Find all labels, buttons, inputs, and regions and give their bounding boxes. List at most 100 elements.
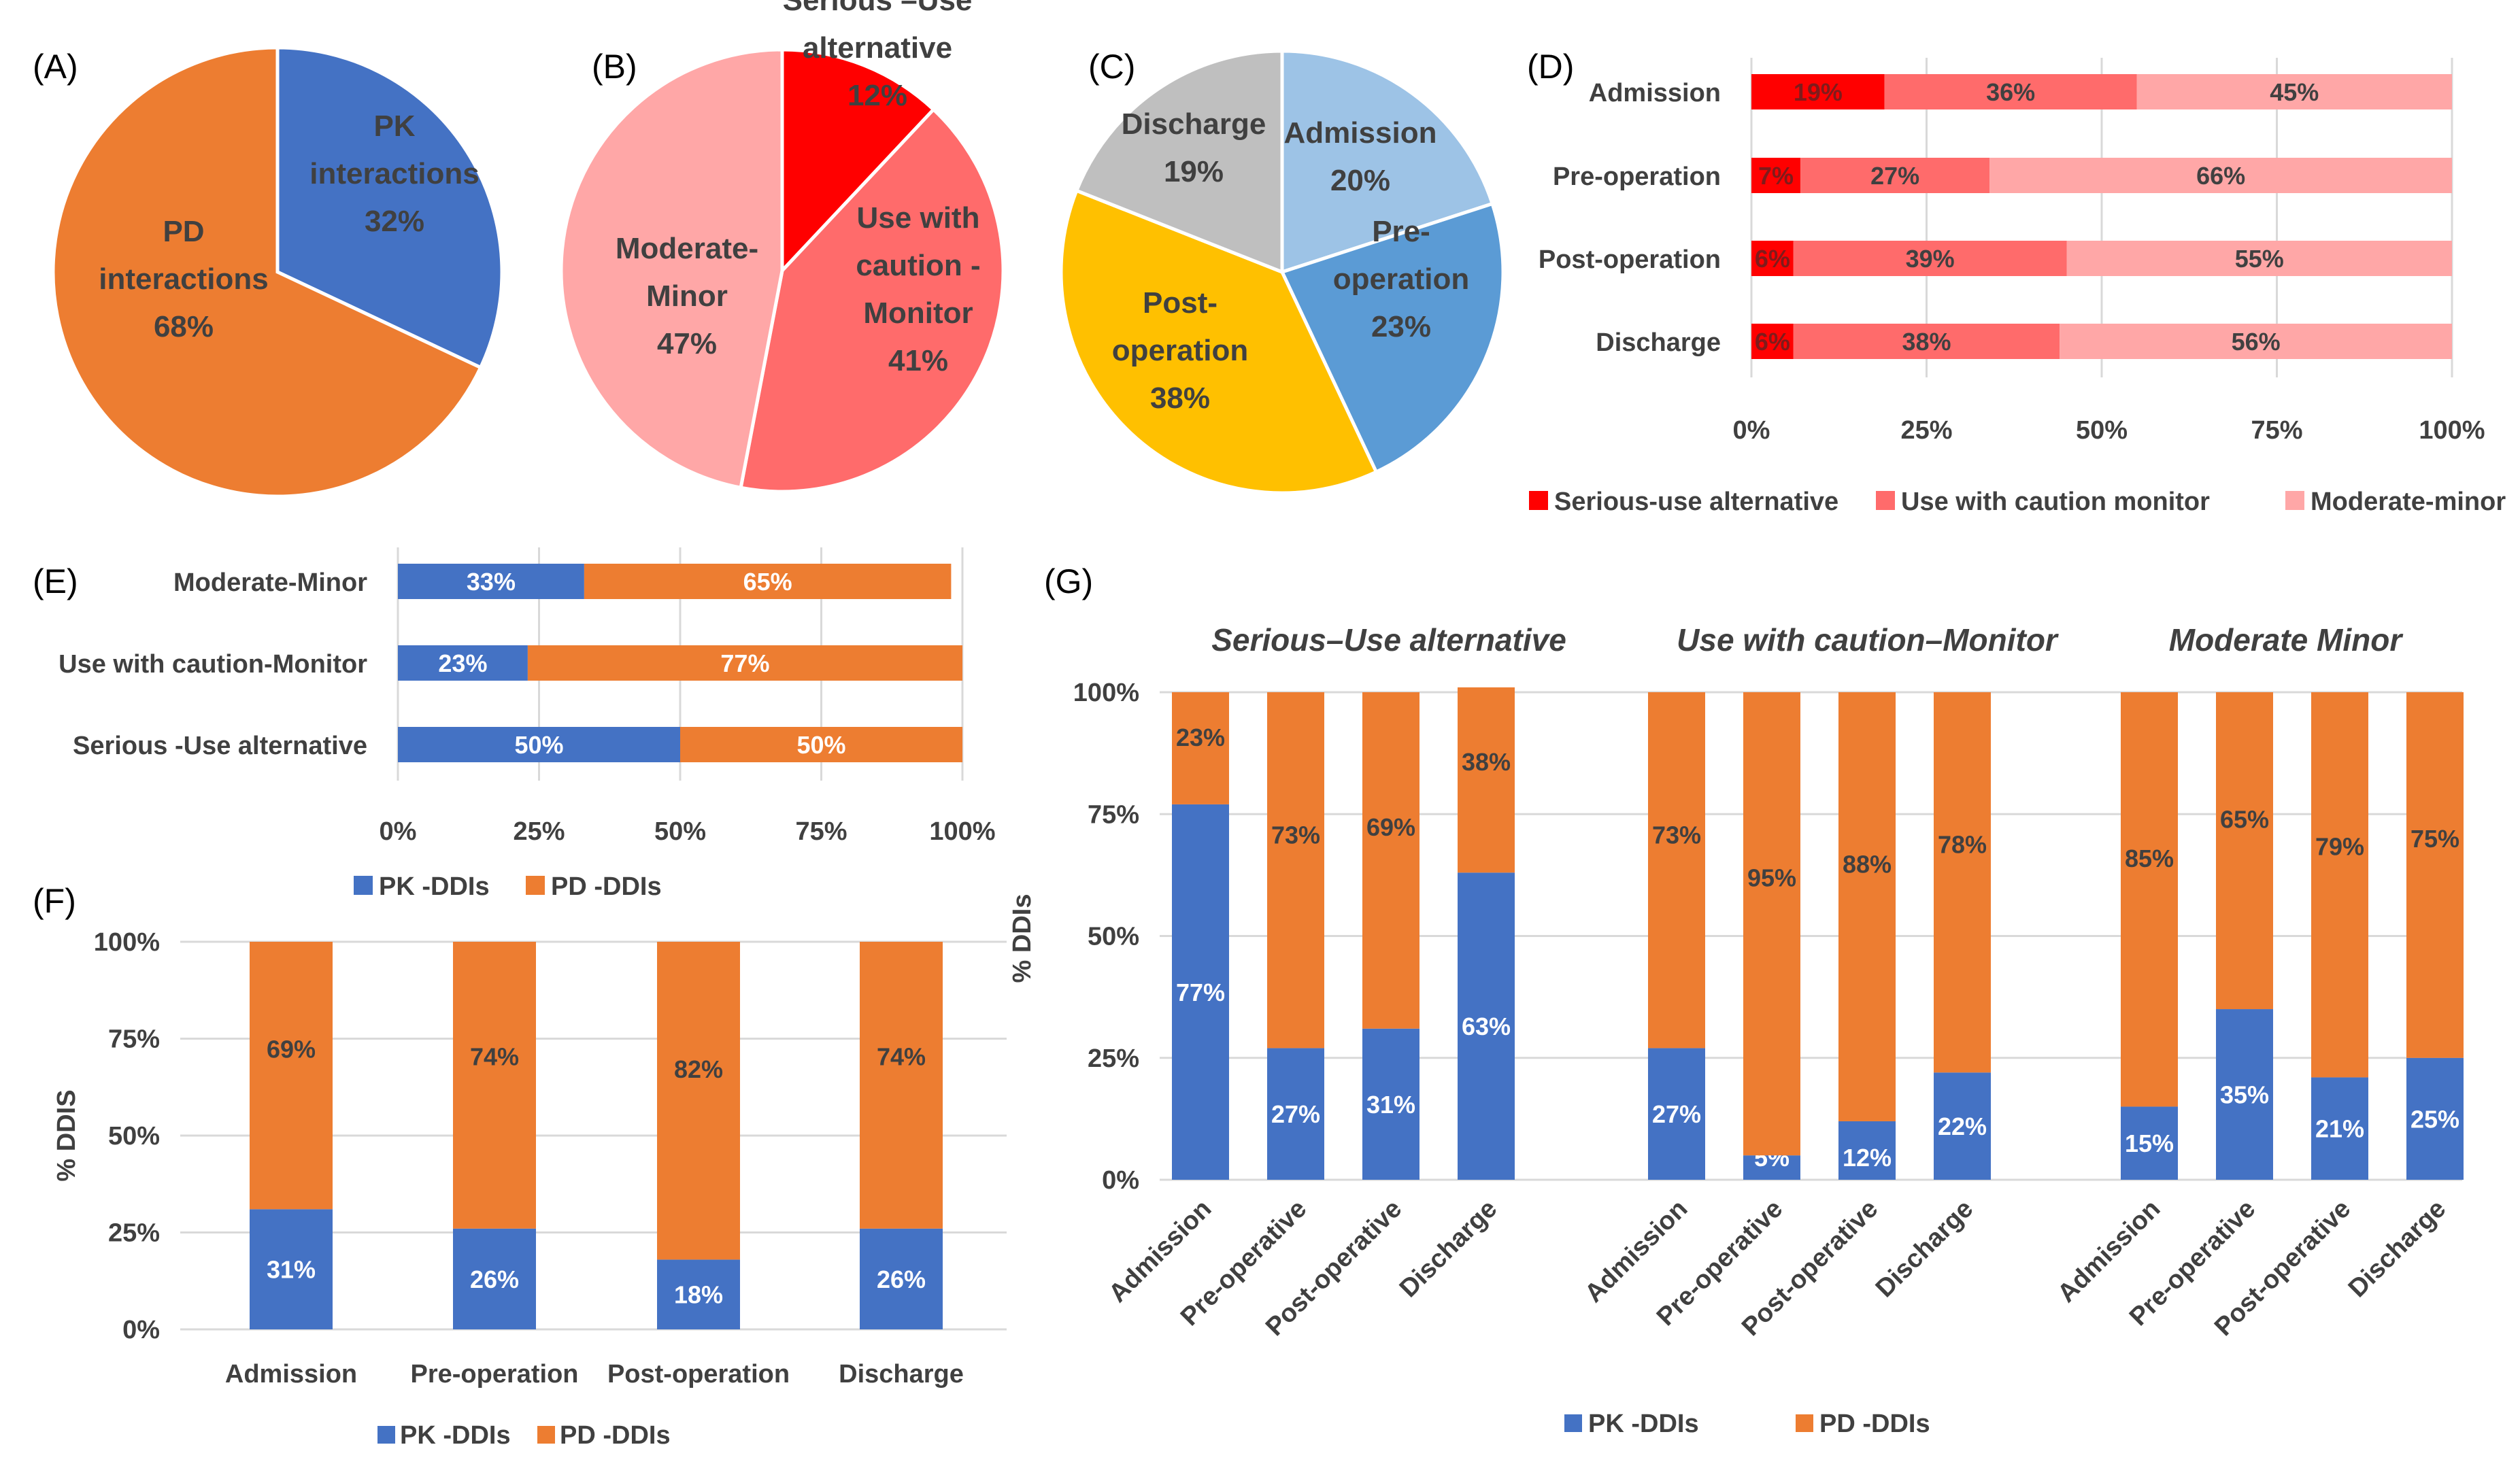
y-axis-label: % DDIs <box>1008 894 1037 983</box>
x-tick-label: 100% <box>2419 416 2485 445</box>
bar-segment <box>584 564 952 599</box>
pie-slice-label: interactions <box>309 157 479 190</box>
bar-segment <box>860 1228 943 1329</box>
bar-segment <box>1751 158 1801 193</box>
data-label: 35% <box>2220 1081 2269 1109</box>
bar-segment <box>1751 324 1794 359</box>
data-label: 23% <box>1176 724 1225 751</box>
pie-slice <box>1279 201 1505 475</box>
pie-slice <box>1280 49 1495 275</box>
pie-slice-label: Minor <box>646 279 728 313</box>
bar-segment <box>1751 74 1885 109</box>
x-tick-label: 75% <box>2251 416 2302 445</box>
bar-segment <box>2121 692 2178 1107</box>
panel-label: (D) <box>1527 48 1574 86</box>
data-label: 74% <box>470 1043 519 1071</box>
category-label: Pre-operation <box>410 1360 578 1389</box>
bar-segment <box>1267 692 1324 1049</box>
y-tick-label: 100% <box>94 928 160 957</box>
legend-swatch <box>526 876 545 895</box>
x-tick-label: 50% <box>654 817 706 846</box>
pie-slice-label: Post- <box>1143 286 1217 320</box>
legend-label: PK -DDIs <box>400 1421 511 1450</box>
bar-segment <box>680 727 962 762</box>
bar-segment <box>250 942 333 1210</box>
bar-segment <box>1751 241 1794 276</box>
x-tick-label: 0% <box>380 817 417 846</box>
pie-slice <box>51 46 483 498</box>
bar-segment <box>1362 1028 1419 1180</box>
x-tick-label: 75% <box>795 817 847 846</box>
category-label: Discharge <box>2343 1195 2452 1304</box>
data-label: 21% <box>2315 1115 2364 1143</box>
bar-segment <box>1172 692 1229 804</box>
data-label: 23% <box>438 649 487 677</box>
bar-segment <box>860 942 943 1229</box>
bar-segment <box>1800 158 1990 193</box>
pie-slice-label: 20% <box>1330 164 1390 197</box>
bar-segment <box>1838 692 1896 1121</box>
panel-label: (A) <box>33 48 78 86</box>
panel-label: (G) <box>1044 562 1093 600</box>
pie-slice-label: PK <box>373 109 415 143</box>
data-label: 79% <box>2315 833 2364 861</box>
group-title: Moderate Minor <box>2169 622 2404 658</box>
pie-slice <box>275 46 504 370</box>
data-label: 18% <box>674 1281 723 1309</box>
bar-chart-d: (D) 0% 25% 50% 75% 100% Admission Pre-operation… <box>1527 48 2506 516</box>
bar-segment <box>1458 872 1515 1180</box>
group-title: Use with caution–Monitor <box>1677 622 2059 658</box>
pie-slice-label: 23% <box>1371 310 1431 343</box>
bar-segment <box>1884 74 2137 109</box>
pie-slice-label: Serious –Use <box>783 0 973 17</box>
data-label: 50% <box>514 731 563 759</box>
x-tick-label: 25% <box>513 817 565 846</box>
legend-label: Use with caution monitor <box>1901 488 2210 516</box>
data-label: 73% <box>1652 821 1701 849</box>
y-tick-label: 75% <box>1088 800 1139 829</box>
data-label: 78% <box>1938 831 1987 859</box>
data-label: 39% <box>1906 245 1955 273</box>
y-tick-label: 25% <box>108 1219 160 1248</box>
y-axis-label: % DDIS <box>52 1089 81 1181</box>
category-label: Discharge <box>1596 328 1721 357</box>
bar-segment <box>527 645 962 681</box>
data-label: 69% <box>1366 813 1415 841</box>
bar-segment <box>1838 1121 1896 1180</box>
bar-segment <box>1934 1072 1991 1180</box>
data-label: 6% <box>1755 245 1790 273</box>
legend-label: PD -DDIs <box>560 1421 671 1450</box>
data-label: 33% <box>467 568 516 596</box>
data-label: 31% <box>267 1256 316 1284</box>
bar-chart-e: (E) 0% 25% 50% 75% 100% Moderate-Minor Use with… <box>33 547 996 901</box>
data-label: 36% <box>1986 78 2035 106</box>
bar-segment <box>1934 692 1991 1073</box>
panel-label: (C) <box>1088 48 1135 86</box>
data-label: 95% <box>1747 864 1796 891</box>
data-label: 56% <box>2232 328 2281 356</box>
data-label: 26% <box>877 1265 926 1293</box>
group-title: Serious–Use alternative <box>1211 622 1566 658</box>
bar-segment <box>1743 1155 1800 1180</box>
bar-segment <box>453 942 536 1229</box>
panel-label: (F) <box>33 882 76 920</box>
data-label: 25% <box>2410 1105 2459 1133</box>
bar-segment <box>1458 687 1515 873</box>
bar-segment <box>1793 241 2067 276</box>
bar-segment <box>2311 1077 2368 1180</box>
pie-slice-label: Discharge <box>1122 107 1266 141</box>
pie-slice-label: 41% <box>888 344 948 377</box>
data-label: 27% <box>1652 1100 1701 1128</box>
category-label: Moderate-Minor <box>173 568 367 597</box>
category-label: Admission <box>1589 79 1721 107</box>
pie-slice-label: Admission <box>1284 116 1437 150</box>
legend-swatch <box>354 876 373 895</box>
data-label: 85% <box>2125 845 2174 872</box>
bar-segment <box>657 1259 740 1329</box>
legend-swatch <box>2285 491 2304 510</box>
y-tick-label: 75% <box>108 1025 160 1054</box>
pie-slice <box>1074 49 1284 275</box>
data-label: 27% <box>1271 1100 1320 1128</box>
data-label: 7% <box>1758 162 1794 190</box>
